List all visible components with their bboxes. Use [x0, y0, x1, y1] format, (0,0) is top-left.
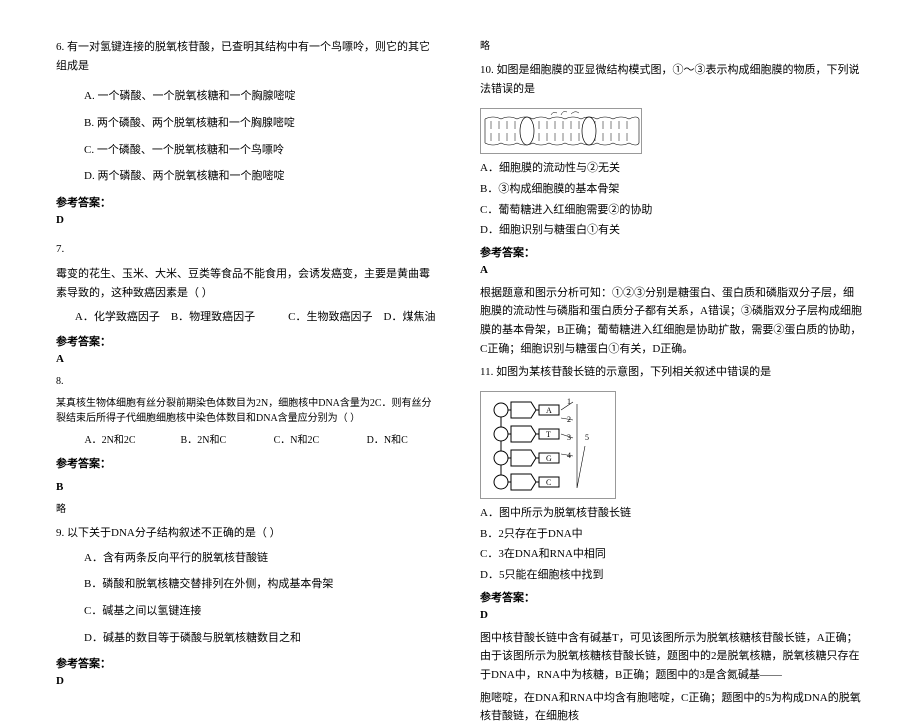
- q9-opt-d: D．碱基的数目等于磷酸与脱氧核糖数目之和: [84, 629, 440, 648]
- q11-opt-d: D．5只能在细胞核中找到: [480, 567, 864, 585]
- q11-opt-a: A．图中所示为脱氧核苷酸长链: [480, 505, 864, 523]
- q11-stem: 11. 如图为某核苷酸长链的示意图，下列相关叙述中错误的是: [480, 363, 864, 382]
- q10-opt-a: A．细胞膜的流动性与②无关: [480, 160, 864, 178]
- q9-stem: 9. 以下关于DNA分子结构叙述不正确的是（ ）: [56, 524, 440, 543]
- svg-text:G: G: [546, 454, 552, 463]
- q8-ans: B: [56, 481, 440, 493]
- membrane-diagram: [480, 108, 642, 154]
- q10-opt-c: C．葡萄糖进入红细胞需要②的协助: [480, 202, 864, 220]
- q9-opt-a: A．含有两条反向平行的脱氧核苷酸链: [84, 549, 440, 568]
- q10-ans-label: 参考答案：: [480, 244, 864, 260]
- q10-opt-b: B．③构成细胞膜的基本骨架: [480, 181, 864, 199]
- q11-opt-c: C．3在DNA和RNA中相同: [480, 546, 864, 564]
- q8-ans-label: 参考答案：: [56, 455, 440, 471]
- q9-ans-label: 参考答案：: [56, 655, 440, 671]
- q7-ans: A: [56, 353, 440, 365]
- q11-explain-2: 胞嘧啶，在DNA和RNA中均含有胞嘧啶，C正确；题图中的5为构成DNA的脱氧核苷…: [480, 689, 864, 726]
- q6-opt-d: D. 两个磷酸、两个脱氧核糖和一个胞嘧啶: [84, 167, 440, 186]
- svg-text:A: A: [546, 406, 552, 415]
- svg-text:5: 5: [585, 433, 589, 442]
- q9-ans: D: [56, 675, 440, 687]
- q10-ans: A: [480, 264, 864, 276]
- svg-text:C: C: [546, 478, 551, 487]
- right-column: 略 10. 如图是细胞膜的亚显微结构模式图，①～③表示构成细胞膜的物质，下列说法…: [480, 38, 864, 631]
- q8-stem: 某真核生物体细胞有丝分裂前期染色体数目为2N，细胞核中DNA含量为2C．则有丝分…: [56, 396, 440, 426]
- q6-ans: D: [56, 214, 440, 226]
- svg-text:T: T: [546, 430, 551, 439]
- q7-opts: A．化学致癌因子 B．物理致癌因子 C．生物致癌因子 D．煤焦油: [70, 308, 440, 327]
- q8-opts: A．2N和2C B．2N和C C．N和2C D．N和C: [70, 432, 440, 449]
- q11-explain-1: 图中核苷酸长链中含有碱基T，可见该图所示为脱氧核糖核苷酸长链，A正确；由于该图所…: [480, 629, 864, 685]
- q7-num: 7.: [56, 240, 440, 259]
- nucleotide-diagram: ATGC 1234 5: [480, 391, 616, 499]
- q10-stem: 10. 如图是细胞膜的亚显微结构模式图，①～③表示构成细胞膜的物质，下列说法错误…: [480, 61, 864, 98]
- q8-num: 8.: [56, 373, 440, 390]
- svg-text:3: 3: [567, 433, 571, 442]
- q10-explain: 根据题意和图示分析可知：①②③分别是糖蛋白、蛋白质和磷脂双分子层，细胞膜的流动性…: [480, 284, 864, 359]
- q6-opt-b: B. 两个磷酸、两个脱氧核糖和一个胸腺嘧啶: [84, 114, 440, 133]
- q7-stem: 霉变的花生、玉米、大米、豆类等食品不能食用，会诱发癌变，主要是黄曲霉素导致的，这…: [56, 265, 440, 302]
- q9-opt-c: C．碱基之间以氢键连接: [84, 602, 440, 621]
- q6-stem: 6. 有一对氢键连接的脱氧核苷酸，已查明其结构中有一个鸟嘌呤，则它的其它组成是: [56, 38, 440, 75]
- q11-opt-b: B．2只存在于DNA中: [480, 526, 864, 544]
- q9-opt-b: B．磷酸和脱氧核糖交替排列在外侧，构成基本骨架: [84, 575, 440, 594]
- q10-opt-d: D．细胞识别与糖蛋白①有关: [480, 222, 864, 240]
- left-column: 6. 有一对氢键连接的脱氧核苷酸，已查明其结构中有一个鸟嘌呤，则它的其它组成是 …: [56, 38, 440, 631]
- q6-opt-c: C. 一个磷酸、一个脱氧核糖和一个鸟嘌呤: [84, 141, 440, 160]
- q6-opt-a: A. 一个磷酸、一个脱氧核糖和一个胸腺嘧啶: [84, 87, 440, 106]
- q6-ans-label: 参考答案：: [56, 194, 440, 210]
- q11-ans: D: [480, 609, 864, 621]
- top-note: 略: [480, 38, 864, 55]
- q7-ans-label: 参考答案：: [56, 333, 440, 349]
- q8-note: 略: [56, 501, 440, 518]
- q11-ans-label: 参考答案：: [480, 589, 864, 605]
